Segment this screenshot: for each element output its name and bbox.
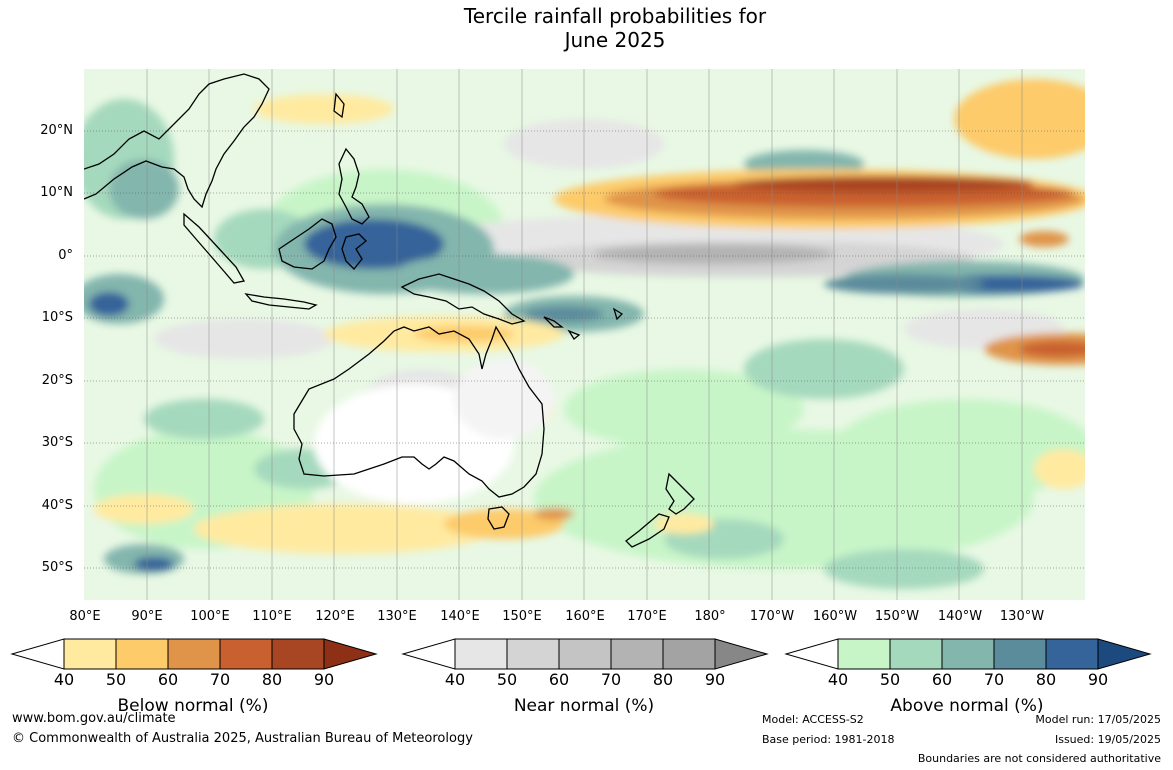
lat-label-20N: 20°N [40, 123, 73, 138]
lon-label-180: 180° [694, 609, 726, 624]
near-normal-legend-title: Near normal (%) [513, 696, 655, 716]
lon-label-150W: 150°W [874, 609, 920, 624]
lat-label-50S: 50°S [41, 560, 73, 575]
lon-label-170W: 170°W [749, 609, 795, 624]
above-tick-80: 80 [1035, 670, 1057, 689]
below-swatch-60 [115, 638, 169, 670]
near-colorbar-high-triangle [714, 638, 769, 670]
below-tick-70: 70 [209, 670, 231, 689]
near-swatch-90 [662, 638, 716, 670]
website-link[interactable]: www.bom.gov.au/climate [12, 711, 176, 726]
near-tick-90: 90 [704, 670, 726, 689]
graticule [84, 130, 1085, 569]
new-guinea-coastline [400, 273, 526, 325]
lon-label-100E: 100°E [190, 609, 230, 624]
near-swatch-70 [558, 638, 612, 670]
above-swatch-80 [993, 638, 1047, 670]
lat-label-10S: 10°S [41, 310, 73, 325]
above-swatch-90 [1045, 638, 1099, 670]
lon-label-130W: 130°W [999, 609, 1045, 624]
below-normal-legend-title: Below normal (%) [117, 696, 269, 716]
near-tick-50: 50 [496, 670, 518, 689]
probability-field [84, 79, 1085, 589]
below-swatch-80 [219, 638, 273, 670]
title-line-1: Tercile rainfall probabilities for [463, 4, 767, 28]
below-tick-60: 60 [157, 670, 179, 689]
chart-title: Tercile rainfall probabilities for June … [0, 4, 1173, 52]
near-normal-colorbar [401, 638, 769, 670]
below-normal-colorbar [10, 638, 378, 670]
new-zealand-coastline [625, 472, 695, 548]
australia-coastline [293, 325, 545, 498]
above-colorbar-low-triangle [784, 638, 839, 670]
lon-label-120E: 120°E [315, 609, 355, 624]
coastlines [84, 73, 695, 548]
near-swatch-50 [454, 638, 508, 670]
rainfall-probability-map [84, 69, 1085, 600]
lat-label-40S: 40°S [41, 498, 73, 513]
above-normal-colorbar [784, 638, 1152, 670]
lat-label-10N: 10°N [40, 185, 73, 200]
near-colorbar-low-triangle [401, 638, 456, 670]
lon-label-90E: 90°E [131, 609, 163, 624]
above-swatch-50 [837, 638, 891, 670]
above-tick-40: 40 [827, 670, 849, 689]
above-tick-70: 70 [983, 670, 1005, 689]
borneo-coastline [278, 218, 337, 270]
below-tick-50: 50 [105, 670, 127, 689]
lon-label-140W: 140°W [937, 609, 983, 624]
base-period: Base period: 1981-2018 [762, 733, 895, 746]
below-colorbar-low-triangle [10, 638, 65, 670]
above-colorbar-high-triangle [1097, 638, 1152, 670]
model-name: Model: ACCESS-S2 [762, 713, 864, 726]
below-swatch-70 [167, 638, 221, 670]
boundaries-disclaimer: Boundaries are not considered authoritat… [917, 752, 1161, 765]
near-swatch-80 [610, 638, 664, 670]
meridians [146, 69, 1023, 600]
mainland-asia-coastline [84, 73, 270, 209]
above-tick-50: 50 [879, 670, 901, 689]
lon-label-110E: 110°E [252, 609, 292, 624]
below-tick-80: 80 [261, 670, 283, 689]
near-tick-80: 80 [652, 670, 674, 689]
above-normal-legend-title: Above normal (%) [890, 696, 1044, 716]
below-swatch-90 [271, 638, 325, 670]
below-swatch-50 [63, 638, 117, 670]
near-tick-70: 70 [600, 670, 622, 689]
lon-label-80E: 80°E [69, 609, 101, 624]
above-swatch-70 [941, 638, 995, 670]
below-colorbar-high-triangle [323, 638, 378, 670]
map-canvas [84, 69, 1085, 600]
above-tick-60: 60 [931, 670, 953, 689]
copyright-notice: © Commonwealth of Australia 2025, Austra… [12, 731, 473, 746]
tasmania-coastline [487, 506, 510, 530]
issued-date: Issued: 19/05/2025 [1054, 733, 1161, 746]
below-tick-40: 40 [53, 670, 75, 689]
lon-label-130E: 130°E [377, 609, 417, 624]
taiwan-coastline [333, 92, 345, 119]
near-swatch-60 [506, 638, 560, 670]
lon-label-150E: 150°E [502, 609, 542, 624]
title-line-2: June 2025 [564, 28, 666, 52]
above-swatch-60 [889, 638, 943, 670]
model-run-date: Model run: 17/05/2025 [1035, 713, 1161, 726]
sulawesi-coastline [341, 233, 367, 270]
lat-label-20S: 20°S [41, 373, 73, 388]
lon-label-160W: 160°W [812, 609, 858, 624]
near-tick-60: 60 [548, 670, 570, 689]
below-tick-90: 90 [313, 670, 335, 689]
lat-label-0: 0° [58, 248, 73, 263]
philippines-coastline [338, 147, 370, 225]
sumatra-coastline [183, 212, 246, 284]
lon-label-160E: 160°E [565, 609, 605, 624]
near-tick-40: 40 [444, 670, 466, 689]
lat-label-30S: 30°S [41, 435, 73, 450]
above-tick-90: 90 [1087, 670, 1109, 689]
lon-label-140E: 140°E [440, 609, 480, 624]
lon-label-170E: 170°E [627, 609, 667, 624]
java-coastline [244, 293, 318, 310]
